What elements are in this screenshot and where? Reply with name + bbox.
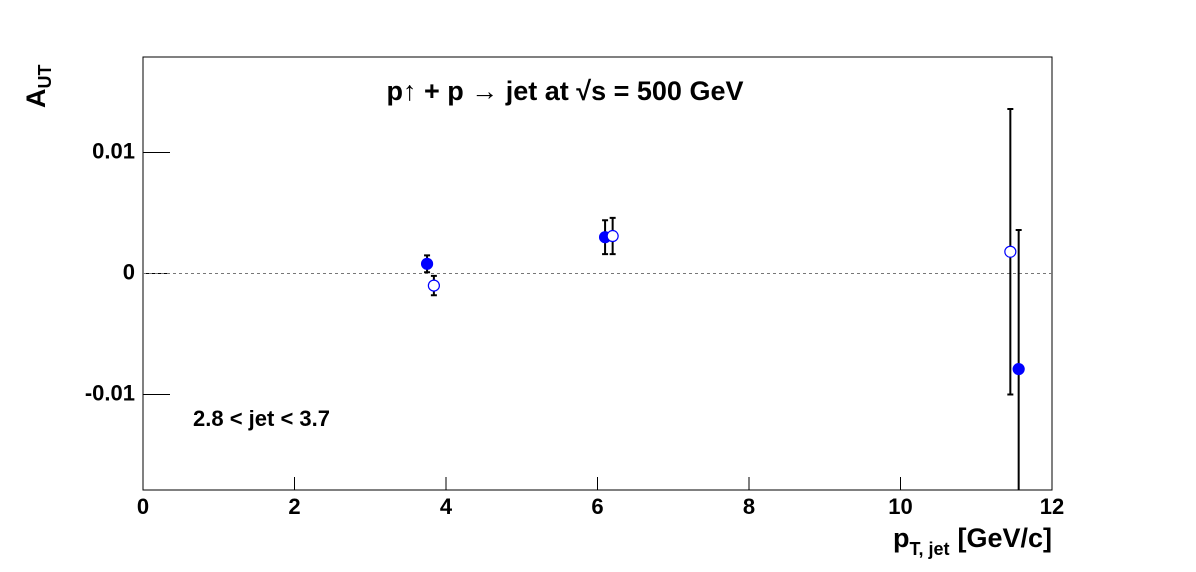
y-tick-label: -0.01 bbox=[85, 380, 135, 405]
x-tick-label: 6 bbox=[591, 494, 603, 519]
y-axis-label: AUT bbox=[21, 65, 55, 109]
x-label-main: p bbox=[893, 523, 910, 553]
data-point bbox=[1012, 362, 1025, 376]
y-label-main: A bbox=[21, 89, 51, 109]
x-label-unit: [GeV/c] bbox=[957, 523, 1052, 553]
data-point bbox=[606, 229, 619, 243]
data-point bbox=[420, 257, 434, 270]
annotation: 2.8 < jet < 3.7 bbox=[193, 406, 330, 431]
y-label-sub: UT bbox=[35, 65, 55, 89]
x-tick-label: 4 bbox=[440, 494, 453, 519]
plot-area bbox=[420, 108, 1025, 490]
x-tick-label: 12 bbox=[1040, 494, 1064, 519]
y-tick-label: 0.01 bbox=[92, 138, 135, 163]
y-tick-label: 0 bbox=[123, 259, 135, 284]
x-tick-label: 0 bbox=[137, 494, 149, 519]
x-tick-label: 2 bbox=[288, 494, 300, 519]
data-point bbox=[427, 279, 440, 292]
x-tick-label: 8 bbox=[743, 494, 755, 519]
x-axis-label: pT, jet [GeV/c] bbox=[893, 523, 1052, 559]
data-point bbox=[1004, 245, 1017, 258]
x-tick-label: 10 bbox=[888, 494, 912, 519]
chart-title: p↑ + p → jet at √s = 500 GeV bbox=[387, 76, 744, 106]
x-label-sub: T, jet bbox=[909, 539, 949, 559]
